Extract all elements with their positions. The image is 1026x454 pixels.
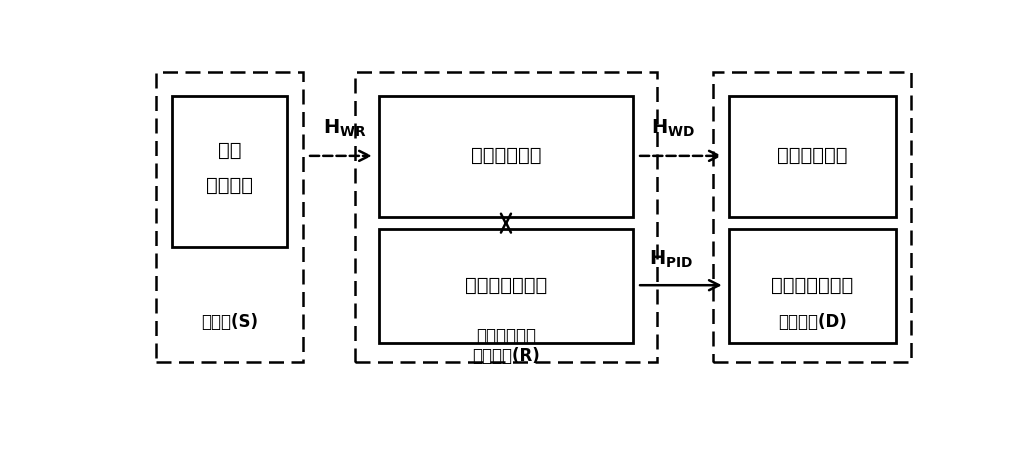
Bar [156, 72, 304, 362]
Text: 目的节点(D): 目的节点(D) [778, 313, 846, 331]
Text: $\mathbf{H}_{\mathbf{WD}}$: $\mathbf{H}_{\mathbf{WD}}$ [652, 117, 696, 138]
Bar [728, 229, 896, 343]
Text: $\mathbf{H}_{\mathbf{PID}}$: $\mathbf{H}_{\mathbf{PID}}$ [649, 248, 694, 270]
Text: 混合中继(R): 混合中继(R) [472, 347, 540, 365]
Text: $\mathbf{H}_{\mathbf{WR}}$: $\mathbf{H}_{\mathbf{WR}}$ [323, 117, 367, 138]
Bar [728, 96, 896, 217]
Bar [379, 229, 633, 343]
Text: 源节点(S): 源节点(S) [201, 313, 259, 331]
Text: 电力线和无线: 电力线和无线 [476, 327, 536, 345]
Text: 无线通信模块: 无线通信模块 [471, 146, 541, 165]
Text: 无线: 无线 [218, 141, 241, 160]
Text: 通信模块: 通信模块 [206, 176, 253, 195]
Bar [355, 72, 657, 362]
Bar [379, 96, 633, 217]
Bar [172, 96, 287, 247]
Text: 电力线通信模块: 电力线通信模块 [771, 276, 854, 295]
Bar [713, 72, 911, 362]
Text: 电力线通信模块: 电力线通信模块 [465, 276, 547, 295]
Text: 无线通信模块: 无线通信模块 [777, 146, 847, 165]
